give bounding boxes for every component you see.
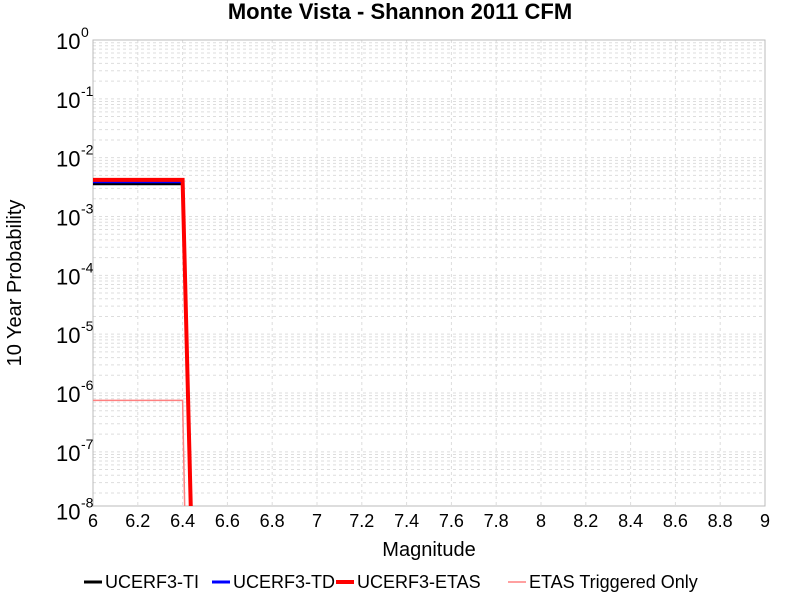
y-tick-base: 10 bbox=[56, 88, 80, 113]
legend: UCERF3-TI UCERF3-TD UCERF3-ETAS ETAS Trigge… bbox=[84, 572, 698, 592]
y-tick-base: 10 bbox=[56, 323, 80, 348]
y-tick-base: 10 bbox=[56, 29, 80, 54]
y-tick-label: 10 0 bbox=[56, 24, 89, 54]
grid bbox=[92, 40, 766, 506]
x-tick-label: 8.8 bbox=[708, 511, 733, 531]
x-tick-label: 7.6 bbox=[439, 511, 464, 531]
x-tick-label: 6.4 bbox=[170, 511, 195, 531]
y-tick-base: 10 bbox=[56, 264, 80, 289]
y-tick-exponent: -8 bbox=[81, 495, 94, 511]
x-tick-label: 6 bbox=[88, 511, 98, 531]
x-tick-label: 8 bbox=[536, 511, 546, 531]
y-tick-label: 10 -8 bbox=[56, 495, 94, 525]
chart-title: Monte Vista - Shannon 2011 CFM bbox=[228, 0, 572, 24]
y-tick-exponent: -2 bbox=[81, 142, 94, 158]
y-tick-label: 10 -4 bbox=[56, 259, 94, 289]
y-tick-exponent: -1 bbox=[81, 83, 94, 99]
x-tick-label: 6.2 bbox=[125, 511, 150, 531]
x-tick-label: 6.6 bbox=[215, 511, 240, 531]
legend-label: ETAS Triggered Only bbox=[529, 572, 698, 592]
legend-item: ETAS Triggered Only bbox=[508, 572, 698, 592]
y-tick-label: 10 -7 bbox=[56, 436, 94, 466]
x-tick-labels: 6 6.2 6.4 6.6 6.8 7 7.2 7.4 7.6 7.8 8 8.2 8.4 8.6 8.8 9 bbox=[88, 511, 770, 531]
legend-label: UCERF3-TD bbox=[233, 572, 335, 592]
y-tick-base: 10 bbox=[56, 441, 80, 466]
y-tick-base: 10 bbox=[56, 147, 80, 172]
series-line-1 bbox=[93, 182, 193, 506]
legend-label: UCERF3-ETAS bbox=[357, 572, 481, 592]
y-tick-base: 10 bbox=[56, 382, 80, 407]
series-line-3 bbox=[93, 177, 193, 506]
legend-item: UCERF3-TD bbox=[212, 572, 335, 592]
legend-item: UCERF3-TI bbox=[84, 572, 199, 592]
series-layer bbox=[93, 177, 193, 506]
series-line-2 bbox=[93, 180, 193, 506]
y-tick-base: 10 bbox=[56, 205, 80, 230]
x-axis-label: Magnitude bbox=[382, 539, 475, 561]
y-tick-label: 10 -3 bbox=[56, 200, 94, 230]
y-tick-label: 10 -1 bbox=[56, 83, 94, 113]
x-tick-label: 7.2 bbox=[349, 511, 374, 531]
x-tick-label: 7.8 bbox=[484, 511, 509, 531]
x-tick-label: 8.4 bbox=[618, 511, 643, 531]
y-axis-label: 10 Year Probability bbox=[4, 200, 26, 367]
series-line-4 bbox=[93, 399, 186, 506]
y-tick-label: 10 -2 bbox=[56, 142, 94, 172]
legend-label: UCERF3-TI bbox=[105, 572, 199, 592]
y-tick-exponent: -7 bbox=[81, 436, 94, 452]
y-tick-label: 10 -5 bbox=[56, 318, 94, 348]
y-tick-base: 10 bbox=[56, 500, 80, 525]
x-tick-label: 9 bbox=[760, 511, 770, 531]
y-tick-exponent: -5 bbox=[81, 318, 94, 334]
y-tick-exponent: 0 bbox=[81, 24, 89, 40]
x-tick-label: 8.6 bbox=[663, 511, 688, 531]
y-tick-exponent: -3 bbox=[81, 200, 94, 216]
legend-item: UCERF3-ETAS bbox=[336, 572, 481, 592]
x-tick-label: 7.4 bbox=[394, 511, 419, 531]
x-tick-label: 6.8 bbox=[260, 511, 285, 531]
x-tick-label: 7 bbox=[312, 511, 322, 531]
y-tick-label: 10 -6 bbox=[56, 377, 94, 407]
plot-area-border bbox=[92, 39, 766, 507]
x-tick-label: 8.2 bbox=[573, 511, 598, 531]
y-tick-exponent: -6 bbox=[81, 377, 94, 393]
y-tick-exponent: -4 bbox=[81, 259, 94, 275]
